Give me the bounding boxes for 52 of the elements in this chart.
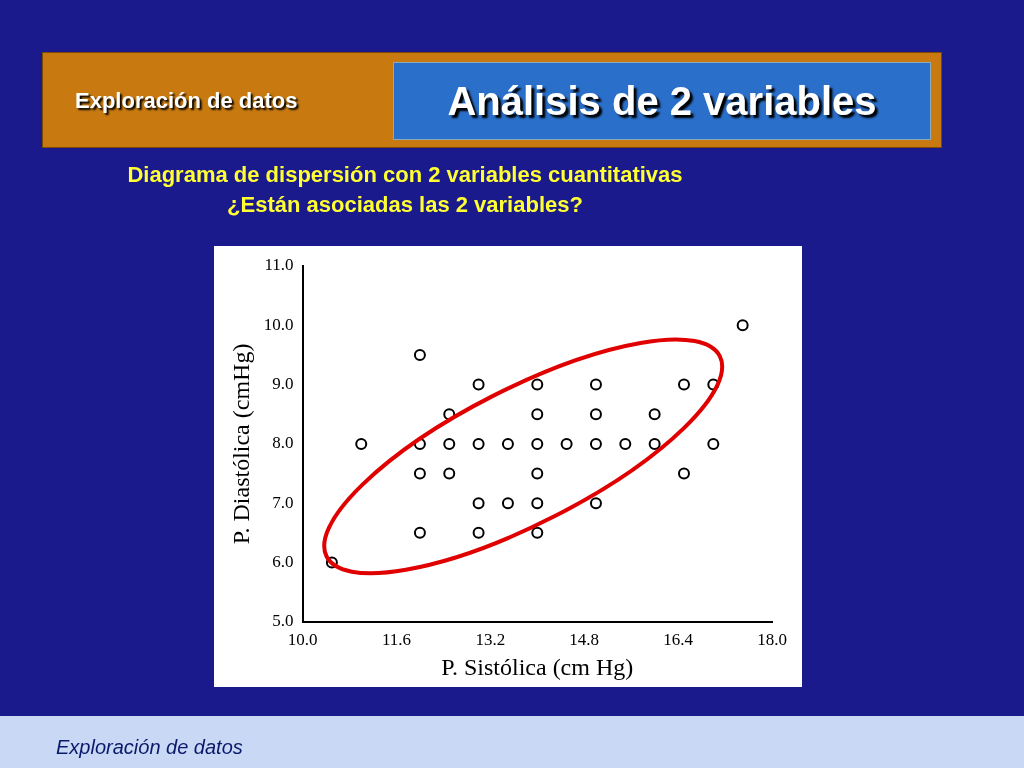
y-tick-label: 8.0 [272,433,294,453]
point [413,526,426,539]
y-tick-label: 9.0 [272,374,294,394]
point [472,497,485,510]
x-tick-label: 11.6 [381,630,411,650]
point [707,437,720,450]
point [443,408,456,421]
point [589,408,602,421]
point [472,378,485,391]
text: Exploración de datos [56,736,243,759]
point [443,467,456,480]
point [531,378,544,391]
point [413,467,426,480]
point [472,437,485,450]
point [531,497,544,510]
point [560,437,573,450]
point [531,437,544,450]
y-tick-label: 10.0 [263,314,294,334]
x-tick-label: 18.0 [757,630,787,650]
point [472,526,485,539]
point [736,319,749,332]
x-tick-label: 16.4 [663,630,694,650]
point [589,378,602,391]
point [589,497,602,510]
point [531,526,544,539]
x-tick-label: 14.8 [569,630,600,650]
point [648,437,661,450]
point [589,437,602,450]
point [531,408,544,421]
x-tick-label: 13.2 [475,630,506,650]
point [443,437,456,450]
x-tick-label: 10.0 [287,630,318,650]
y-tick-label: 5.0 [272,611,294,631]
y-tick-label: 7.0 [272,492,294,512]
point [501,497,514,510]
x-axis-title: P. Sistólica (cm Hg) [441,653,634,680]
point [501,437,514,450]
point [413,348,426,361]
point [325,556,338,569]
text: ¿Están asociadas las 2 variables? [226,191,584,219]
point [531,467,544,480]
point [677,467,690,480]
y-tick-label: 11.0 [264,255,294,275]
point [648,408,661,421]
y-tick-label: 6.0 [272,551,294,571]
chart-subtitle: Diagrama de dispersión con 2 variables cuantitativas [126,161,684,189]
point [355,437,368,450]
text: Exploración de datos [75,88,298,114]
point [677,378,690,391]
y-axis-title: P. Diastólica (cmHg) [227,343,254,545]
point [619,437,632,450]
chart-title: Análisis de 2 variables [393,62,931,140]
